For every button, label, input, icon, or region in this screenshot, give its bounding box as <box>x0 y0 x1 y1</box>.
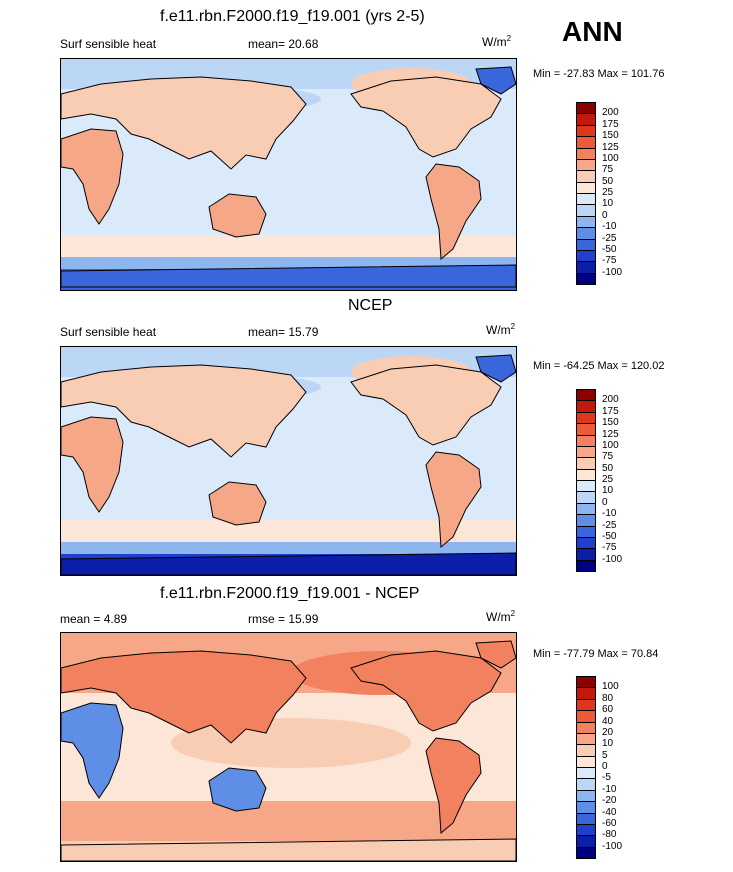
colorbar-tick-label: 200 <box>602 107 619 119</box>
colorbar-tick-label: -100 <box>602 840 623 852</box>
panel-2-title: NCEP <box>348 297 393 314</box>
colorbar-tick-label: -20 <box>602 795 617 807</box>
panel-3-title: f.e11.rbn.F2000.f19_f19.001 - NCEP <box>160 585 420 602</box>
colorbar-tick-label: -100 <box>602 266 623 278</box>
panel-1-mean: mean= 20.68 <box>248 37 319 51</box>
colorbar-tick-label: -80 <box>602 829 617 841</box>
colorbar-tick-label: 100 <box>602 152 619 164</box>
colorbar-tick-label: 50 <box>602 175 614 187</box>
colorbar-tick-label: 175 <box>602 405 619 417</box>
panel-3-field <box>61 633 516 861</box>
season-label: ANN <box>562 16 623 47</box>
panel-2-field <box>61 347 516 575</box>
colorbar-tick-label: -25 <box>602 519 617 531</box>
panel-2-map <box>60 346 517 576</box>
colorbar-tick-label: 75 <box>602 164 614 176</box>
colorbar-tick-label: 125 <box>602 141 619 153</box>
panel-3-rmse: rmse = 15.99 <box>248 612 319 626</box>
colorbar-tick-label: 25 <box>602 187 614 198</box>
colorbar-tick-label: 125 <box>602 428 619 440</box>
colorbar-tick-label: 175 <box>602 118 619 130</box>
colorbar-tick-label: 60 <box>602 704 614 716</box>
colorbar-tick-label: 20 <box>602 726 614 738</box>
panel-2-mean: mean= 15.79 <box>248 325 319 339</box>
colorbar-swatch <box>576 846 596 859</box>
panel-1-title: f.e11.rbn.F2000.f19_f19.001 (yrs 2-5) <box>160 8 425 25</box>
panel-1-colorbar: 200 175 150 125 100 75 50 25 10 0 -10 -25 -50 -75 -100 <box>576 102 656 285</box>
colorbar-tick-label: 50 <box>602 462 614 474</box>
panel-1-map <box>60 58 517 291</box>
panel-1-minmax: Min = -27.83 Max = 101.76 <box>533 68 665 80</box>
panel-3-colorbar: 100 80 60 40 20 10 5 0 -5 -10 -20 -40 -60 -80 -100 <box>576 676 656 859</box>
colorbar-tick-label: -60 <box>602 817 617 829</box>
colorbar-tick-label: 25 <box>602 474 614 485</box>
colorbar-tick-label: -50 <box>602 530 617 542</box>
colorbar-tick-label: 10 <box>602 485 614 497</box>
panel-1-units: W/m2 <box>482 34 512 49</box>
colorbar-tick-label: -100 <box>602 553 623 565</box>
colorbar-tick-label: -10 <box>602 783 617 795</box>
colorbar-tick-label: -10 <box>602 221 617 233</box>
colorbar-tick-label: 10 <box>602 198 614 210</box>
panel-2-minmax: Min = -64.25 Max = 120.02 <box>533 360 665 372</box>
colorbar-tick-label: 40 <box>602 715 614 727</box>
colorbar-tick-label: -75 <box>602 542 617 554</box>
colorbar-tick-label: -75 <box>602 255 617 267</box>
panel-3-units: W/m2 <box>486 609 516 624</box>
colorbar-tick-label: 10 <box>602 738 614 750</box>
colorbar-swatch <box>576 272 596 285</box>
colorbar-tick-label: 0 <box>602 209 608 221</box>
panel-2-colorbar: 200 175 150 125 100 75 50 25 10 0 -10 -25 -50 -75 -100 <box>576 389 656 572</box>
colorbar-tick-label: 100 <box>602 681 619 693</box>
colorbar-tick-label: 150 <box>602 417 619 429</box>
colorbar-tick-label: -5 <box>602 772 611 784</box>
colorbar-tick-label: 0 <box>602 496 608 508</box>
panel-1-field <box>61 59 516 290</box>
panel-2-variable: Surf sensible heat <box>60 325 157 339</box>
colorbar-tick-label: 75 <box>602 451 614 463</box>
colorbar-tick-label: 5 <box>602 749 608 761</box>
colorbar-tick-label: -25 <box>602 232 617 244</box>
panel-3-minmax: Min = -77.79 Max = 70.84 <box>533 648 659 660</box>
colorbar-tick-label: 200 <box>602 394 619 406</box>
colorbar-tick-label: 150 <box>602 130 619 142</box>
colorbar-tick-label: -50 <box>602 243 617 255</box>
colorbar-tick-label: 100 <box>602 439 619 451</box>
colorbar-tick-label: -40 <box>602 806 617 818</box>
colorbar-tick-label: 80 <box>602 692 614 704</box>
panel-1-variable: Surf sensible heat <box>60 37 157 51</box>
colorbar-tick-label: 0 <box>602 761 608 772</box>
panel-2-units: W/m2 <box>486 322 516 337</box>
panel-3-map <box>60 632 517 862</box>
panel-3-mean: mean = 4.89 <box>60 612 128 626</box>
colorbar-swatch <box>576 559 596 572</box>
colorbar-tick-label: -10 <box>602 508 617 520</box>
